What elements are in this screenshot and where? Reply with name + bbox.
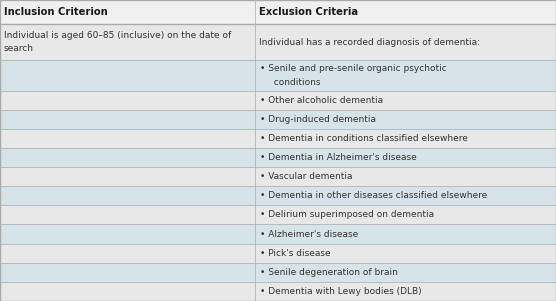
Text: • Vascular dementia: • Vascular dementia (260, 172, 353, 181)
Text: • Alzheimer's disease: • Alzheimer's disease (260, 230, 358, 239)
Text: Individual has a recorded diagnosis of dementia:: Individual has a recorded diagnosis of d… (259, 38, 480, 47)
Text: search: search (4, 44, 34, 53)
Text: • Senile degeneration of brain: • Senile degeneration of brain (260, 268, 398, 277)
Bar (0, 186, 556, 205)
Bar (0, 24, 556, 61)
Text: conditions: conditions (268, 78, 320, 87)
Bar (0, 0, 556, 24)
Text: • Pick's disease: • Pick's disease (260, 249, 331, 258)
Bar (0, 129, 556, 148)
Bar (0, 205, 556, 225)
Text: Exclusion Criteria: Exclusion Criteria (259, 7, 358, 17)
Bar (0, 263, 556, 282)
Bar (0, 244, 556, 263)
Text: • Dementia in conditions classified elsewhere: • Dementia in conditions classified else… (260, 134, 468, 143)
Bar (0, 148, 556, 167)
Text: Inclusion Criterion: Inclusion Criterion (4, 7, 108, 17)
Text: • Dementia in Alzheimer's disease: • Dementia in Alzheimer's disease (260, 153, 417, 162)
Bar (0, 282, 556, 301)
Bar (0, 167, 556, 186)
Text: • Dementia with Lewy bodies (DLB): • Dementia with Lewy bodies (DLB) (260, 287, 421, 296)
Bar (0, 110, 556, 129)
Bar (0, 225, 556, 244)
Text: • Delirium superimposed on dementia: • Delirium superimposed on dementia (260, 210, 434, 219)
Text: Individual is aged 60–85 (inclusive) on the date of: Individual is aged 60–85 (inclusive) on … (4, 31, 231, 40)
Text: • Other alcoholic dementia: • Other alcoholic dementia (260, 96, 383, 105)
Text: • Drug-induced dementia: • Drug-induced dementia (260, 115, 376, 124)
Bar (0, 91, 556, 110)
Text: • Dementia in other diseases classified elsewhere: • Dementia in other diseases classified … (260, 191, 487, 200)
Text: • Senile and pre-senile organic psychotic: • Senile and pre-senile organic psychoti… (260, 64, 447, 73)
Bar (0, 61, 556, 91)
